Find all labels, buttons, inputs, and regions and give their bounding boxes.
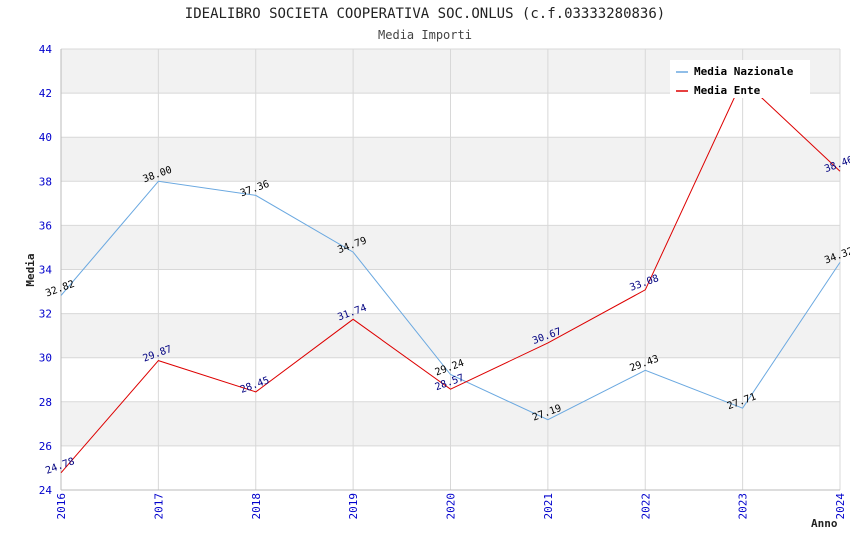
- data-label: 37.36: [239, 179, 271, 200]
- y-tick-label: 30: [39, 352, 52, 365]
- series-line-0: [60, 180, 841, 421]
- legend-item-media-nazionale: Media Nazionale: [694, 65, 794, 78]
- x-tick-label: 2023: [737, 493, 750, 520]
- x-tick-label: 2018: [250, 493, 263, 520]
- x-tick-label: 2022: [639, 493, 652, 520]
- y-tick-label: 36: [39, 219, 52, 232]
- series-line-1: [60, 79, 841, 474]
- y-tick-label: 34: [39, 264, 53, 277]
- legend-item-media-ente: Media Ente: [694, 84, 761, 97]
- y-tick-label: 38: [39, 175, 52, 188]
- x-tick-label: 2016: [55, 493, 68, 520]
- y-tick-label: 26: [39, 440, 52, 453]
- x-tick-label: 2017: [152, 493, 165, 520]
- y-axis-label: Media: [24, 253, 37, 286]
- y-tick-label: 24: [39, 484, 53, 497]
- x-tick-label: 2019: [347, 493, 360, 520]
- legend-box: [670, 60, 810, 98]
- data-label: 32.82: [44, 279, 76, 300]
- data-label: 28.45: [239, 375, 271, 396]
- x-tick-label: 2024: [834, 493, 847, 520]
- data-label: 24.78: [44, 456, 76, 477]
- x-axis-ticks: 2016 2017 2018 2019 2020 2021 2022 2023 2024: [55, 493, 847, 520]
- x-tick-label: 2021: [542, 493, 555, 520]
- chart-subtitle: Media Importi: [378, 28, 472, 42]
- y-axis-ticks: 24 26 28 30 32 34 36 38 40 42 44: [39, 43, 53, 497]
- grid-lines: [60, 48, 841, 491]
- legend: Media Nazionale Media Ente: [670, 60, 810, 98]
- y-tick-label: 40: [39, 131, 52, 144]
- y-tick-label: 42: [39, 87, 52, 100]
- y-tick-label: 28: [39, 396, 52, 409]
- chart-title: IDEALIBRO SOCIETA COOPERATIVA SOC.ONLUS …: [185, 6, 665, 22]
- x-axis-label: Anno: [811, 517, 838, 530]
- series-lines: [60, 79, 841, 474]
- x-tick-label: 2020: [445, 493, 458, 520]
- y-tick-label: 44: [39, 43, 53, 56]
- y-tick-label: 32: [39, 308, 52, 321]
